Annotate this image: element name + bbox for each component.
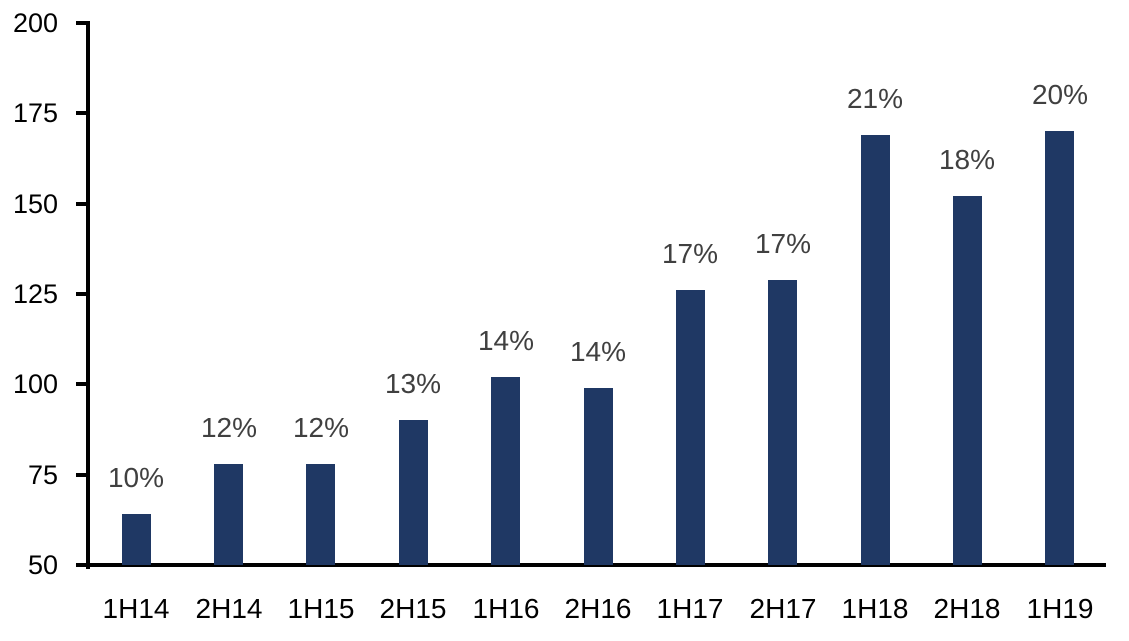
y-axis-tick-label: 175	[12, 98, 58, 128]
bar-value-label: 12%	[200, 412, 258, 443]
y-axis-tick-label: 75	[27, 460, 58, 490]
bar-value-label: 14%	[569, 336, 627, 367]
x-axis-tick-label: 1H17	[656, 593, 724, 624]
y-axis-tick	[76, 111, 88, 115]
bar-1H14	[122, 514, 151, 565]
bar-2H15	[399, 420, 428, 565]
y-axis-tick-label: 150	[12, 189, 58, 219]
x-axis-tick-label: 1H15	[287, 593, 355, 624]
y-axis-tick-label: 100	[12, 369, 58, 399]
x-axis-tick-label: 1H19	[1026, 593, 1094, 624]
y-axis-tick-label: 200	[12, 8, 58, 38]
y-axis-tick	[76, 473, 88, 477]
x-axis-line	[76, 563, 1106, 567]
bar-2H18	[953, 196, 982, 565]
y-axis-tick	[76, 202, 88, 206]
bar-value-label: 20%	[1031, 79, 1089, 110]
x-axis-tick-label: 2H17	[749, 593, 817, 624]
y-axis-tick	[76, 21, 88, 25]
y-axis-tick-label: 50	[27, 550, 58, 580]
bar-2H17	[768, 280, 797, 565]
x-axis-tick-label: 2H18	[933, 593, 1001, 624]
y-axis-tick	[76, 292, 88, 296]
bar-2H16	[584, 388, 613, 565]
bar-1H15	[306, 464, 335, 565]
bar-value-label: 12%	[292, 412, 350, 443]
x-axis-tick-label: 2H15	[379, 593, 447, 624]
x-axis-tick-label: 1H16	[472, 593, 540, 624]
bar-value-label: 21%	[846, 83, 904, 114]
y-axis-tick-label: 125	[12, 279, 58, 309]
x-axis-tick-label: 2H16	[564, 593, 632, 624]
bar-1H16	[491, 377, 520, 565]
bar-value-label: 13%	[384, 368, 442, 399]
y-axis-tick	[76, 563, 88, 567]
bar-value-label: 17%	[661, 238, 719, 269]
bar-1H19	[1045, 131, 1074, 565]
bar-1H18	[861, 135, 890, 565]
bar-2H14	[214, 464, 243, 565]
x-axis-tick-label: 1H14	[102, 593, 170, 624]
bar-value-label: 10%	[107, 462, 165, 493]
x-axis-tick-label: 2H14	[195, 593, 263, 624]
bar-value-label: 18%	[938, 144, 996, 175]
y-axis-line	[86, 21, 90, 569]
y-axis-tick	[76, 382, 88, 386]
bar-value-label: 14%	[477, 325, 535, 356]
x-axis-tick-label: 1H18	[841, 593, 909, 624]
bar-value-label: 17%	[754, 228, 812, 259]
bar-1H17	[676, 290, 705, 565]
